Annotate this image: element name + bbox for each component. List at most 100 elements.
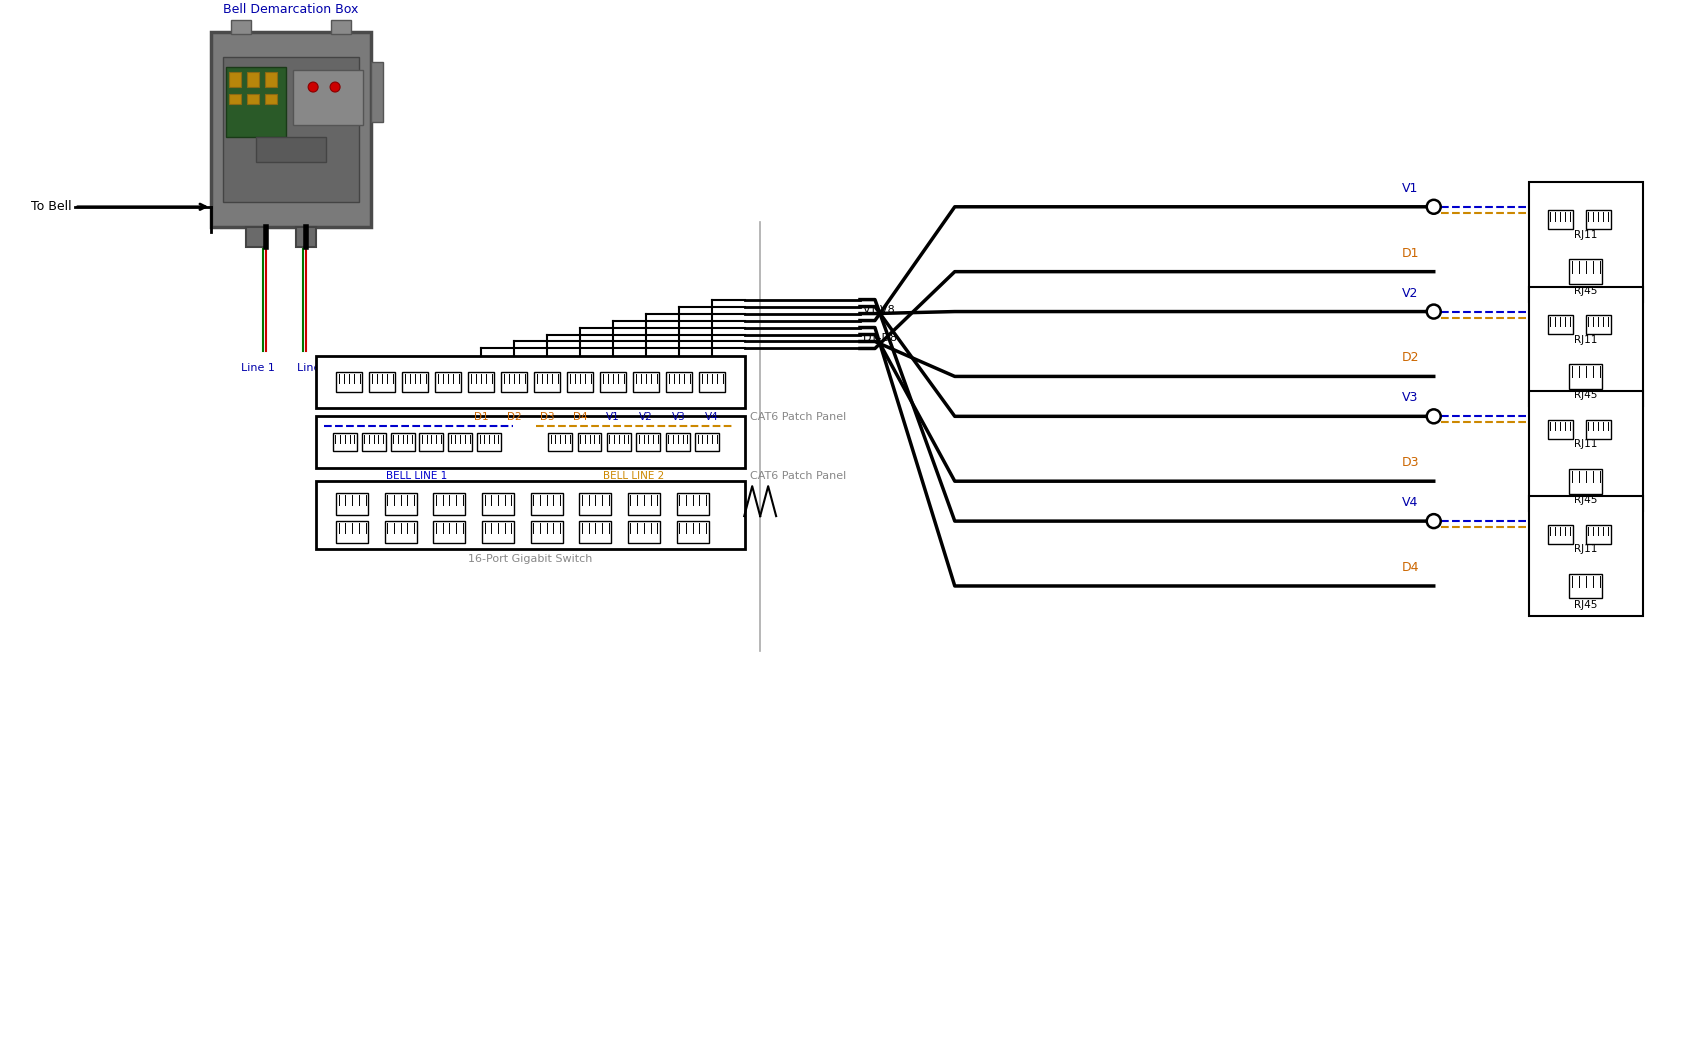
Text: V1-V8: V1-V8 xyxy=(863,305,896,315)
Bar xyxy=(336,372,363,392)
Bar xyxy=(1587,419,1610,438)
Bar xyxy=(257,137,326,162)
Bar xyxy=(336,493,368,515)
Text: V2: V2 xyxy=(1403,287,1420,299)
Bar xyxy=(361,433,387,451)
Bar xyxy=(667,372,692,392)
Text: V3: V3 xyxy=(672,412,685,423)
Bar xyxy=(549,433,572,451)
Bar xyxy=(419,433,444,451)
Text: RJ11: RJ11 xyxy=(1575,335,1597,344)
Text: RJ45: RJ45 xyxy=(1575,390,1597,401)
Text: V1: V1 xyxy=(1403,182,1420,195)
Bar xyxy=(316,416,744,469)
Bar xyxy=(699,372,726,392)
Bar xyxy=(331,20,351,35)
Bar xyxy=(402,372,429,392)
Bar xyxy=(265,94,277,104)
Bar xyxy=(434,521,466,543)
Bar xyxy=(333,433,356,451)
Bar xyxy=(230,94,241,104)
Bar xyxy=(677,493,709,515)
Bar xyxy=(231,20,252,35)
Circle shape xyxy=(331,82,339,92)
Bar xyxy=(246,72,260,87)
Bar xyxy=(478,433,501,451)
Bar xyxy=(633,372,658,392)
Text: V1: V1 xyxy=(606,412,619,423)
Bar xyxy=(1570,573,1602,598)
Text: CAT6 Patch Panel: CAT6 Patch Panel xyxy=(749,412,846,423)
Bar xyxy=(1587,210,1610,229)
Text: D4: D4 xyxy=(572,412,587,423)
Bar xyxy=(449,433,473,451)
Text: D1: D1 xyxy=(474,412,488,423)
Text: D2: D2 xyxy=(506,412,522,423)
Bar xyxy=(385,521,417,543)
Bar xyxy=(1548,419,1573,438)
Text: V4: V4 xyxy=(1403,496,1420,509)
Bar xyxy=(230,72,241,87)
Bar xyxy=(336,521,368,543)
Bar xyxy=(1548,315,1573,334)
Text: V3: V3 xyxy=(1403,391,1420,405)
Bar xyxy=(316,357,744,408)
Text: BELL LINE 2: BELL LINE 2 xyxy=(603,471,665,481)
Text: RJ11: RJ11 xyxy=(1575,230,1597,240)
Text: D2: D2 xyxy=(1401,351,1420,364)
Bar xyxy=(530,493,562,515)
Circle shape xyxy=(1426,409,1442,424)
Bar xyxy=(295,227,316,247)
Text: D1-D8: D1-D8 xyxy=(863,333,898,343)
Text: V2: V2 xyxy=(640,412,653,423)
Bar xyxy=(579,521,611,543)
Bar xyxy=(1529,391,1644,511)
Bar xyxy=(223,58,360,202)
Text: D4: D4 xyxy=(1401,561,1420,574)
Text: Bell Demarcation Box: Bell Demarcation Box xyxy=(223,3,360,16)
Bar xyxy=(577,433,601,451)
Bar xyxy=(608,433,631,451)
Bar xyxy=(294,70,363,124)
Circle shape xyxy=(309,82,317,92)
Bar xyxy=(434,493,466,515)
Bar xyxy=(390,433,415,451)
Text: RJ11: RJ11 xyxy=(1575,439,1597,450)
Bar xyxy=(695,433,719,451)
Circle shape xyxy=(1426,515,1442,528)
Circle shape xyxy=(1426,304,1442,319)
Text: RJ45: RJ45 xyxy=(1575,286,1597,296)
Text: CAT6 Patch Panel: CAT6 Patch Panel xyxy=(749,471,846,481)
Bar xyxy=(1548,525,1573,544)
Bar xyxy=(468,372,495,392)
Bar xyxy=(501,372,527,392)
Bar xyxy=(1570,469,1602,494)
Bar xyxy=(530,521,562,543)
Bar xyxy=(370,372,395,392)
Bar xyxy=(1529,287,1644,406)
Bar xyxy=(628,521,660,543)
Text: D1: D1 xyxy=(1401,247,1420,259)
Bar xyxy=(246,227,267,247)
Bar xyxy=(436,372,461,392)
Bar xyxy=(677,521,709,543)
Bar xyxy=(1587,525,1610,544)
Bar xyxy=(1570,259,1602,285)
Text: 16-Port Gigabit Switch: 16-Port Gigabit Switch xyxy=(469,554,592,564)
Bar xyxy=(1587,315,1610,334)
Bar xyxy=(1529,496,1644,616)
Text: RJ45: RJ45 xyxy=(1575,495,1597,505)
Text: RJ45: RJ45 xyxy=(1575,600,1597,610)
Bar xyxy=(226,67,287,137)
Bar xyxy=(1548,210,1573,229)
Bar xyxy=(636,433,660,451)
Text: D3: D3 xyxy=(540,412,554,423)
Circle shape xyxy=(1426,200,1442,213)
Bar xyxy=(265,72,277,87)
Bar xyxy=(371,62,383,122)
Bar xyxy=(483,493,513,515)
Bar xyxy=(628,493,660,515)
Bar xyxy=(316,481,744,549)
Bar xyxy=(601,372,626,392)
Text: V4: V4 xyxy=(706,412,719,423)
